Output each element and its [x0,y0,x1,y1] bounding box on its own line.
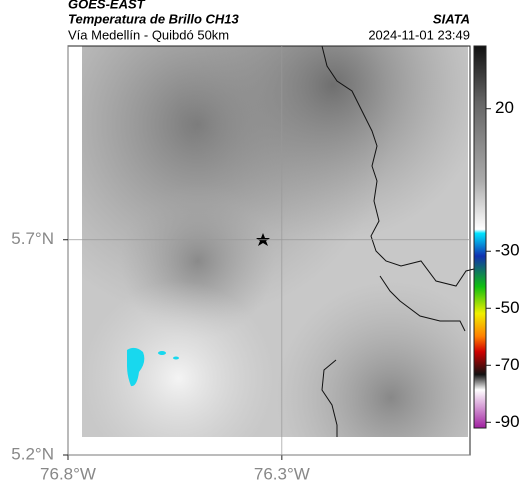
colorbar-tick-label: -90 [495,412,520,431]
colorbar-tick-label: -50 [495,298,520,317]
colorbar [473,45,487,429]
timestamp: 2024-11-01 23:49 [368,27,470,42]
x-tick-label: 76.3°W [254,464,310,483]
y-tick-label: 5.2°N [11,444,54,463]
y-tick-label: 5.7°N [11,229,54,248]
colorbar-tick-label: 20 [495,98,514,117]
colorbar-tick-label: -30 [495,241,520,260]
x-tick-label: 76.8°W [40,464,96,483]
subtitle: Vía Medellín - Quibdó 50km [68,27,229,42]
imagery [82,45,487,437]
source: GOES-EAST [68,0,146,11]
brand: SIATA [433,11,470,26]
colorbar-tick-label: -70 [495,355,520,374]
title: Temperatura de Brillo CH13 [68,11,240,26]
